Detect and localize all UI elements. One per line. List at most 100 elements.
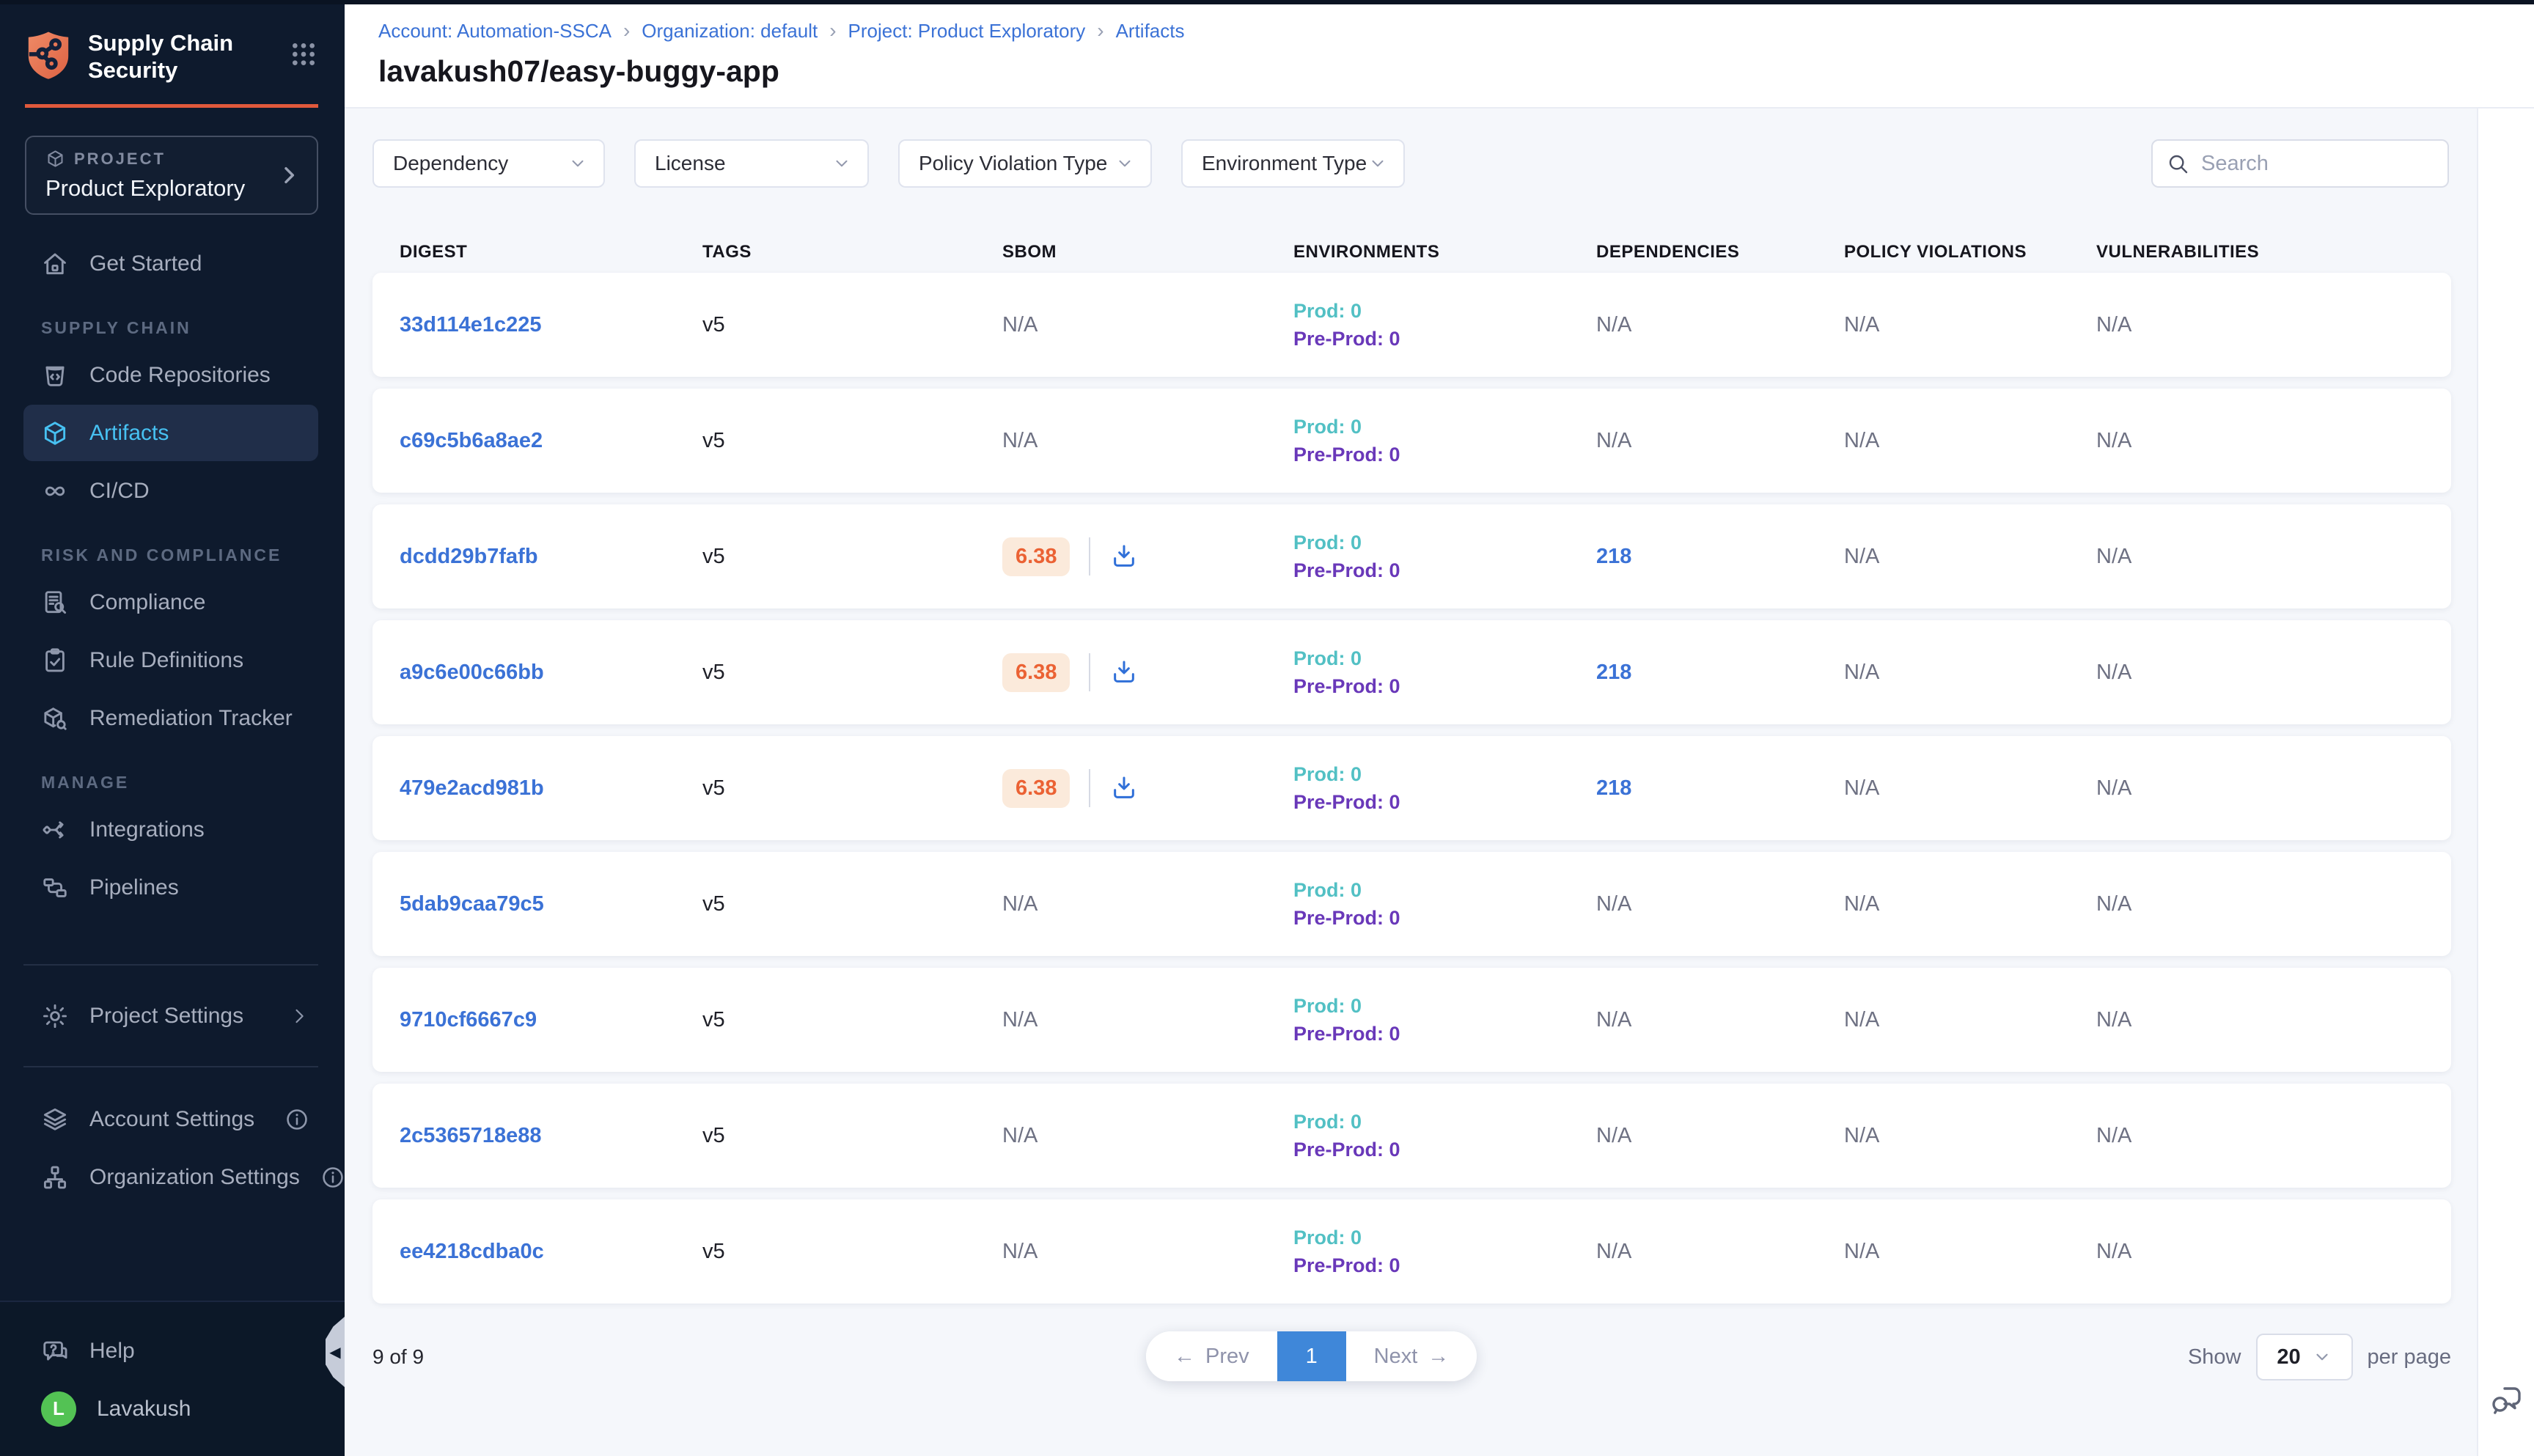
sidebar-item-organization-settings[interactable]: Organization Settings: [23, 1149, 343, 1205]
dependencies-na: N/A: [1596, 312, 1632, 337]
dependencies-link[interactable]: 218: [1596, 776, 1632, 800]
breadcrumb-link-project-product-exploratory[interactable]: Project: Product Exploratory: [848, 19, 1086, 42]
tags-cell: v5: [702, 660, 725, 684]
digest-link[interactable]: a9c6e00c66bb: [400, 660, 544, 684]
digest-link[interactable]: 479e2acd981b: [400, 776, 544, 800]
sbom-cell: N/A: [1002, 1240, 1293, 1264]
breadcrumb-link-organization-default[interactable]: Organization: default: [642, 19, 818, 42]
digest-link[interactable]: ee4218cdba0c: [400, 1239, 544, 1263]
chevron-down-icon: [832, 154, 851, 173]
current-page-button[interactable]: 1: [1277, 1331, 1346, 1381]
filter-dropdown-policy-violation-type[interactable]: Policy Violation Type: [898, 139, 1152, 188]
nav-section-header-manage: MANAGE: [41, 773, 130, 792]
sidebar-item-label: Pipelines: [89, 875, 179, 900]
divider: [23, 1066, 318, 1067]
digest-link[interactable]: 5dab9caa79c5: [400, 891, 544, 916]
cube-icon: [41, 419, 69, 447]
dependencies-na: N/A: [1596, 1239, 1632, 1263]
sidebar-item-get-started[interactable]: Get Started: [23, 235, 318, 292]
divider: [1089, 769, 1091, 807]
sbom-download-icon[interactable]: [1109, 658, 1139, 687]
vulnerabilities-cell: N/A: [2096, 891, 2132, 916]
dependencies-link[interactable]: 218: [1596, 544, 1632, 568]
vulnerabilities-cell: N/A: [2096, 1239, 2132, 1263]
sidebar-item-compliance[interactable]: Compliance: [23, 574, 318, 630]
sidebar-user-menu[interactable]: L Lavakush: [23, 1380, 318, 1437]
sidebar-item-project-settings[interactable]: Project Settings: [23, 988, 318, 1044]
sidebar-item-ci-cd[interactable]: CI/CD: [23, 463, 318, 519]
sbom-download-icon[interactable]: [1109, 542, 1139, 571]
sidebar-item-code-repositories[interactable]: Code Repositories: [23, 347, 318, 403]
sidebar-item-label: Remediation Tracker: [89, 705, 293, 730]
dependencies-link[interactable]: 218: [1596, 660, 1632, 684]
chat-support-icon[interactable]: [2489, 1382, 2524, 1421]
home-icon: [41, 250, 69, 278]
env-preprod-count: Pre-Prod: 0: [1293, 1139, 1400, 1161]
sbom-na: N/A: [1002, 312, 1038, 337]
sidebar-item-artifacts[interactable]: Artifacts: [23, 405, 318, 461]
env-prod-count: Prod: 0: [1293, 879, 1362, 901]
env-preprod-count: Pre-Prod: 0: [1293, 1254, 1400, 1276]
prev-page-button[interactable]: ← Prev: [1146, 1331, 1277, 1381]
arrow-left-icon: ←: [1174, 1344, 1195, 1368]
layers-icon: [41, 1106, 69, 1133]
env-preprod-count: Pre-Prod: 0: [1293, 559, 1400, 581]
dependencies-na: N/A: [1596, 1007, 1632, 1032]
env-preprod-count: Pre-Prod: 0: [1293, 1023, 1400, 1045]
chevron-down-icon: [568, 154, 587, 173]
digest-link[interactable]: c69c5b6a8ae2: [400, 428, 543, 452]
breadcrumb-separator-icon: ›: [829, 19, 837, 42]
filter-label: Dependency: [393, 152, 509, 174]
policy-violations-cell: N/A: [1844, 1239, 1880, 1263]
search-icon: [2169, 155, 2188, 174]
column-header-sbom: SBOM: [1002, 242, 1057, 262]
tags-cell: v5: [702, 312, 725, 337]
info-icon: [284, 1107, 309, 1132]
digest-link[interactable]: 9710cf6667c9: [400, 1007, 537, 1032]
policy-violations-cell: N/A: [1844, 544, 1880, 568]
filter-dropdown-license[interactable]: License: [634, 139, 869, 188]
sidebar-item-integrations[interactable]: Integrations: [23, 801, 318, 858]
environments-cell: Prod: 0 Pre-Prod: 0: [1293, 644, 1596, 700]
vulnerabilities-cell: N/A: [2096, 1007, 2132, 1032]
table-row: a9c6e00c66bb v5 6.38 Prod: 0 Pre-Prod: 0…: [372, 620, 2451, 724]
breadcrumb-link-artifacts[interactable]: Artifacts: [1115, 19, 1185, 42]
sidebar-item-label: Project Settings: [89, 1003, 244, 1028]
column-header-policy-violations: POLICY VIOLATIONS: [1844, 242, 2027, 262]
user-avatar: L: [41, 1391, 76, 1427]
per-page-label: per page: [2367, 1345, 2452, 1369]
digest-link[interactable]: dcdd29b7fafb: [400, 544, 538, 568]
project-selector-label: PROJECT: [74, 149, 166, 168]
sidebar-item-account-settings[interactable]: Account Settings: [23, 1091, 318, 1147]
sidebar-item-rule-definitions[interactable]: Rule Definitions: [23, 632, 318, 688]
filter-dropdown-environment-type[interactable]: Environment Type: [1181, 139, 1405, 188]
filter-dropdown-dependency[interactable]: Dependency: [372, 139, 605, 188]
sidebar-item-help[interactable]: Help: [23, 1323, 318, 1379]
next-page-button[interactable]: Next →: [1345, 1331, 1477, 1381]
module-grid-icon[interactable]: [289, 40, 318, 73]
digest-link[interactable]: 33d114e1c225: [400, 312, 542, 337]
env-preprod-count: Pre-Prod: 0: [1293, 444, 1400, 466]
supply-chain-security-logo-shield-icon: [25, 29, 72, 81]
sidebar-item-remediation-tracker[interactable]: Remediation Tracker: [23, 690, 318, 746]
digest-link[interactable]: 2c5365718e88: [400, 1123, 542, 1147]
digest-cell: 479e2acd981b: [400, 776, 702, 801]
search-input[interactable]: [2201, 151, 2434, 176]
digest-cell: 5dab9caa79c5: [400, 892, 702, 916]
sidebar-item-label: Get Started: [89, 251, 202, 276]
sbom-cell: N/A: [1002, 313, 1293, 337]
digest-cell: ee4218cdba0c: [400, 1240, 702, 1264]
digest-cell: 2c5365718e88: [400, 1124, 702, 1148]
project-selector[interactable]: PROJECT Product Exploratory: [25, 136, 318, 215]
chevron-down-icon: [1368, 154, 1387, 173]
page-size-select[interactable]: 20: [2255, 1334, 2353, 1380]
breadcrumb-link-account-automation-ssca[interactable]: Account: Automation-SSCA: [378, 19, 612, 42]
pagination-summary: 9 of 9: [372, 1345, 425, 1368]
sidebar-item-label: Organization Settings: [89, 1164, 300, 1189]
environments-cell: Prod: 0 Pre-Prod: 0: [1293, 1108, 1596, 1163]
sidebar-item-label: Integrations: [89, 817, 205, 842]
sbom-download-icon[interactable]: [1109, 773, 1139, 803]
sidebar-item-pipelines[interactable]: Pipelines: [23, 859, 318, 916]
sidebar-item-label: Account Settings: [89, 1106, 255, 1131]
environments-cell: Prod: 0 Pre-Prod: 0: [1293, 529, 1596, 584]
